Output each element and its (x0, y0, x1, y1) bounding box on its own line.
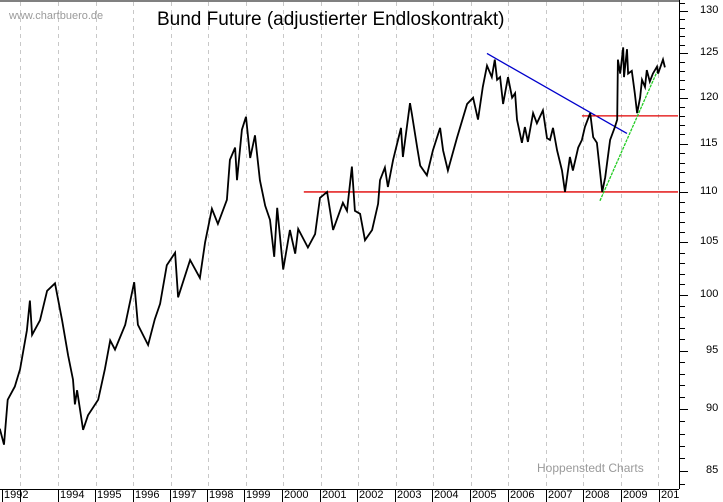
x-axis-ticks (2, 489, 660, 502)
x-tick-label: 2002 (359, 489, 384, 501)
y-tick-label: 105 (700, 235, 719, 248)
y-tick-label: 85 (706, 464, 719, 477)
x-tick-label: 2004 (434, 489, 459, 501)
x-tick-label: 2001 (322, 489, 347, 501)
y-tick-label: 115 (700, 136, 718, 149)
x-tick-label: 2000 (284, 489, 309, 501)
x-tick-label: 1994 (60, 489, 85, 501)
x-tick-label: 2008 (585, 489, 610, 501)
x-tick-label: 1997 (172, 489, 197, 501)
uptrend-line (599, 71, 658, 202)
y-tick-label: 100 (700, 288, 719, 301)
x-tick-label: 2003 (397, 489, 422, 501)
trend-lines (303, 52, 678, 202)
downtrend-line (486, 52, 628, 135)
source-credit: Hoppenstedt Charts (537, 461, 644, 475)
x-tick-label: 1999 (246, 489, 271, 501)
y-tick-label: 130 (700, 4, 719, 16)
x-tick-label: 1995 (97, 489, 122, 501)
y-tick-label: 90 (706, 402, 719, 415)
x-tick-label: 2006 (510, 489, 535, 501)
x-tick-label: 2009 (623, 489, 648, 501)
watermark: www.chartbuero.de (9, 10, 104, 22)
y-tick-label: 125 (700, 46, 719, 59)
chart-title: Bund Future (adjustierter Endloskontrakt… (157, 9, 505, 30)
x-tick-label: 1992 (4, 489, 29, 501)
x-tick-label: 1996 (135, 489, 160, 501)
vertical-gridlines (20, 2, 659, 489)
x-tick-label: 2005 (472, 489, 497, 501)
y-tick-label: 120 (700, 90, 719, 103)
price-line (0, 47, 666, 445)
x-tick-label: 1998 (209, 489, 234, 501)
y-tick-label: 95 (706, 343, 719, 356)
y-tick-label: 110 (700, 184, 718, 197)
y-axis-ticks (679, 3, 688, 485)
x-tick-label: 201 (661, 489, 680, 501)
x-tick-label: 2007 (548, 489, 573, 501)
